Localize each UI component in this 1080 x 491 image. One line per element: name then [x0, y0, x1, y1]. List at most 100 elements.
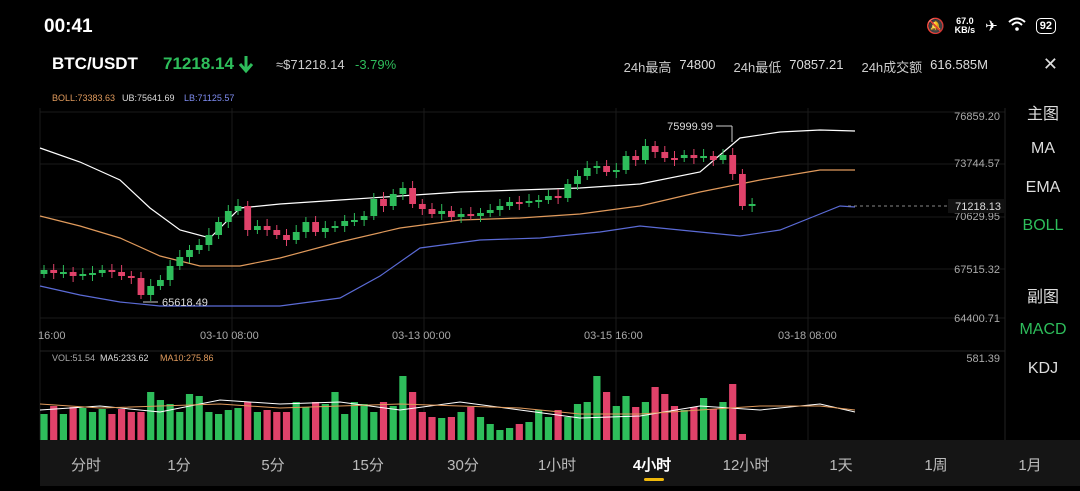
low-value: 70857.21 [789, 57, 844, 72]
candle-body [312, 222, 319, 232]
volume-bar [438, 418, 446, 442]
candle-body [166, 266, 174, 280]
volume-bar [341, 414, 349, 442]
candle-body [273, 230, 281, 235]
volume-bar [176, 412, 184, 442]
timeframe-tab[interactable]: 1月 [1018, 457, 1042, 474]
candle-body [700, 156, 707, 158]
volume-bar [554, 410, 562, 442]
volume-bar [40, 414, 48, 442]
volume-bar [215, 414, 223, 442]
status-clock: 00:41 [44, 16, 93, 37]
timeframe-tab[interactable]: 1小时 [537, 457, 577, 474]
candle-body [157, 280, 164, 286]
min-price-label: 65618.49 [162, 297, 208, 309]
timeframe-tab[interactable]: 1分 [167, 457, 191, 474]
low-label: 24h最低 [733, 60, 782, 75]
volume-bar [651, 387, 659, 442]
volume-bar [515, 424, 523, 442]
candle-body [418, 204, 426, 209]
timeframe-tab[interactable]: 15分 [352, 457, 384, 474]
candle-body [748, 204, 756, 206]
volume-bar [506, 428, 514, 442]
close-icon[interactable]: ✕ [1042, 54, 1058, 74]
candle-body [603, 166, 610, 172]
candle-body [60, 272, 67, 274]
candle-body [671, 158, 678, 160]
volume-bar [88, 412, 97, 442]
volume-bar [59, 414, 67, 442]
active-tab-indicator [644, 478, 664, 481]
candle-body [360, 216, 368, 220]
wifi-icon [1008, 17, 1026, 35]
volume-bar [118, 409, 126, 442]
time-tick: 03-18 08:00 [778, 330, 837, 342]
timeframe-tab[interactable]: 1天 [829, 457, 853, 474]
timeframe-bar: 分时 1分 5分 15分 30分 1小时 4小时 12小时 1天 1周 1月 [40, 440, 1080, 486]
status-icons: 🔕 67.0 KB/s ✈ 92 [926, 17, 1056, 35]
status-bar: 00:41 🔕 67.0 KB/s ✈ 92 [0, 0, 1080, 52]
menu-boll[interactable]: BOLL [1022, 217, 1064, 234]
candle-body [263, 226, 271, 230]
timeframe-tab[interactable]: 分时 [70, 457, 101, 474]
volume-bar [331, 392, 339, 442]
candle-body [176, 257, 184, 266]
volume-bar [467, 407, 475, 442]
current-price-tag [948, 199, 1006, 213]
pair-name[interactable]: BTC/USDT [52, 54, 138, 73]
candle-body [690, 155, 698, 158]
candle-body [506, 202, 513, 206]
candle-body [341, 221, 349, 226]
vol-ma5: MA5:233.62 [100, 353, 149, 363]
time-tick: 03-15 16:00 [584, 330, 643, 342]
candle-body [186, 250, 193, 257]
candle-body [525, 201, 533, 203]
boll-lower-line [39, 205, 856, 307]
timeframe-tab[interactable]: 30分 [447, 457, 479, 474]
menu-macd[interactable]: MACD [1019, 321, 1067, 338]
candle-body [545, 196, 552, 200]
volume-ma-lines [39, 399, 856, 419]
volume-bar [700, 398, 708, 442]
volume-bar [185, 394, 194, 442]
candle-body [321, 228, 329, 232]
candle-body [69, 272, 77, 276]
menu-sub-chart[interactable]: 副图 [1026, 289, 1059, 306]
candle-body [195, 245, 203, 250]
menu-ema[interactable]: EMA [1025, 179, 1061, 196]
timeframe-tab-active[interactable]: 4小时 [632, 457, 672, 474]
vol-value: VOL:51.54 [52, 353, 95, 363]
volume-bar [428, 417, 436, 442]
menu-main-chart[interactable]: 主图 [1026, 106, 1059, 123]
current-price-label: 71218.13 [955, 201, 1001, 213]
volume-bar [234, 408, 242, 442]
candle-body [486, 210, 494, 213]
volume-bar [147, 392, 155, 442]
volume-bar [292, 402, 300, 442]
high-label: 24h最高 [623, 60, 672, 75]
chart-area[interactable]: BOLL:73383.63 UB:75641.69 LB:71125.57 76… [0, 80, 1080, 486]
kline-chart[interactable]: BOLL:73383.63 UB:75641.69 LB:71125.57 76… [0, 80, 1080, 486]
timeframe-tab[interactable]: 1周 [924, 457, 948, 474]
candle-body [331, 226, 339, 228]
menu-ma[interactable]: MA [1031, 140, 1055, 157]
volume-bar [583, 402, 591, 442]
volume-bar [79, 408, 87, 442]
menu-kdj[interactable]: KDJ [1027, 360, 1059, 377]
timeframe-tab[interactable]: 5分 [261, 457, 285, 474]
volume-bar [321, 404, 329, 442]
ticker-header: BTC/USDT 71218.14 ≈$71218.14 -3.79% 24h最… [0, 52, 1080, 78]
price-tick: 64400.71 [954, 313, 1000, 325]
candle-body [467, 214, 475, 216]
boll-upper-line [39, 129, 856, 239]
chart-grid [39, 108, 1006, 440]
volume-bar [632, 407, 640, 442]
volume-bar [98, 409, 106, 442]
volume-bar [670, 406, 679, 442]
candle-body [457, 214, 465, 217]
candle-body [719, 155, 727, 160]
volume-bar [719, 402, 727, 442]
stats-24h: 24h最高 74800 24h最低 70857.21 24h成交额 616.58… [624, 57, 998, 76]
airplane-icon: ✈ [985, 18, 998, 35]
timeframe-tab[interactable]: 12小时 [722, 457, 770, 474]
